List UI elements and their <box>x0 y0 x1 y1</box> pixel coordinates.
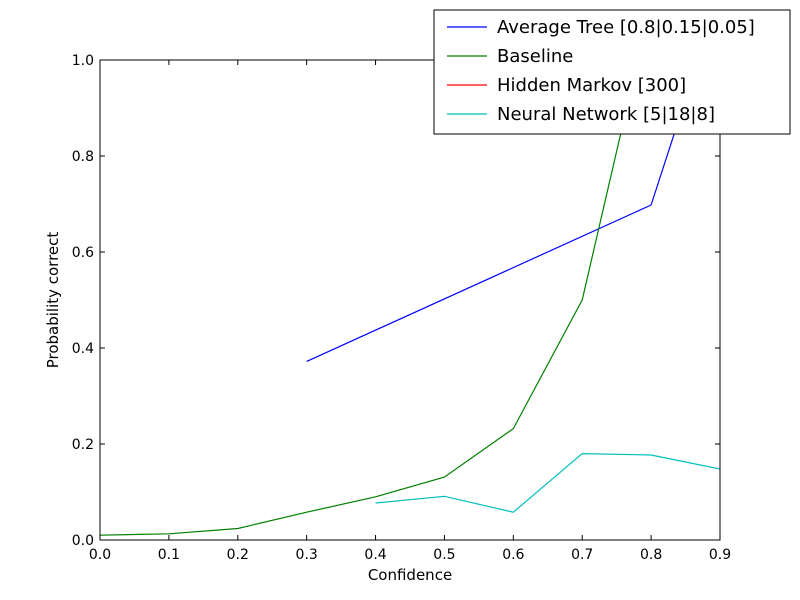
series-line-3 <box>375 452 720 513</box>
x-tick-label: 0.9 <box>709 547 731 563</box>
y-tick-label: 0.8 <box>72 149 94 165</box>
x-tick-label: 0.7 <box>571 547 593 563</box>
legend-entry-1: Baseline <box>497 46 573 67</box>
x-axis-label: Confidence <box>368 566 452 584</box>
legend-entry-2: Hidden Markov [300] <box>497 75 686 96</box>
x-tick-label: 0.0 <box>89 547 111 563</box>
axis-ticks: 0.0 0.1 0.2 0.3 0.4 0.5 0.6 0.7 0.8 0.9 0.0 0.2 0.4 0… <box>72 53 731 563</box>
x-tick-label: 0.4 <box>364 547 386 563</box>
plot-frame <box>99 59 721 541</box>
legend: Average Tree [0.8|0.15|0.05] Baseline Hidd… <box>433 9 791 135</box>
y-tick-label: 0.4 <box>72 341 94 357</box>
x-tick-label: 0.2 <box>227 547 249 563</box>
y-tick-label: 0.2 <box>72 437 94 453</box>
x-tick-label: 0.5 <box>433 547 455 563</box>
x-tick-label: 0.1 <box>158 547 180 563</box>
x-tick-label: 0.8 <box>640 547 662 563</box>
y-axis-label: Probability correct <box>44 232 62 369</box>
legend-entry-3: Neural Network [5|18|8] <box>497 104 715 125</box>
series-line-1 <box>100 60 639 536</box>
y-tick-label: 0.0 <box>72 533 94 549</box>
legend-box <box>433 9 791 135</box>
legend-entry-0: Average Tree [0.8|0.15|0.05] <box>497 17 755 38</box>
y-tick-label: 1.0 <box>72 53 94 69</box>
y-tick-label: 0.6 <box>72 245 94 261</box>
x-tick-label: 0.3 <box>296 547 318 563</box>
x-tick-label: 0.6 <box>502 547 524 563</box>
